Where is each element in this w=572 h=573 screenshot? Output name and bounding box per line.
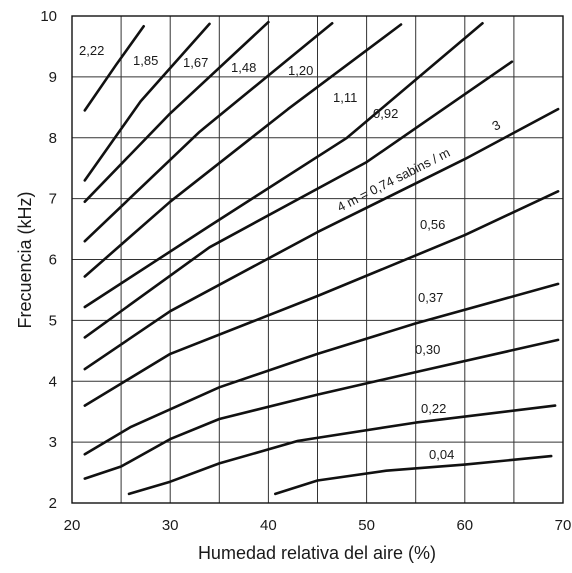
curve-1-20 <box>83 23 403 278</box>
curve-1-11 <box>83 21 484 309</box>
y-axis-label: Frecuencia (kHz) <box>15 191 35 328</box>
y-tick-label: 6 <box>49 252 57 269</box>
curve-0-04 <box>273 454 553 496</box>
curve-label: 1,11 <box>333 90 357 105</box>
curve-label: 2,22 <box>79 43 104 58</box>
x-tick-labels: 20 30 40 50 60 70 <box>64 517 572 534</box>
x-tick-label: 50 <box>358 517 375 534</box>
curve-1-85 <box>83 22 211 182</box>
curve-0-56 <box>83 190 560 407</box>
curve-label: 1,67 <box>183 55 208 70</box>
curve-0-92 <box>83 60 514 339</box>
curve-1-48 <box>83 21 334 243</box>
curve-label: 0,22 <box>421 401 446 416</box>
grid <box>72 16 563 503</box>
curve-label: 0,92 <box>373 106 398 121</box>
y-tick-label: 5 <box>49 312 57 329</box>
curve-1-67 <box>83 20 270 203</box>
y-tick-label: 3 <box>49 434 57 451</box>
curve-2-22 <box>83 24 145 112</box>
x-axis-label: Humedad relativa del aire (%) <box>198 543 436 563</box>
curve-label: 1,20 <box>288 63 313 78</box>
x-tick-label: 20 <box>64 517 81 534</box>
curve-0-74 <box>83 107 560 371</box>
y-tick-label: 4 <box>49 373 57 390</box>
curve-label-annotation: 4 m = 0,74 sabins / m <box>335 145 453 215</box>
curve-0-22 <box>127 404 557 496</box>
curve-label: 1,48 <box>231 60 256 75</box>
curve-label: 1,85 <box>133 53 158 68</box>
x-tick-label: 30 <box>162 517 179 534</box>
curves <box>83 20 560 496</box>
y-tick-label: 9 <box>49 69 57 86</box>
curve-label: 0,30 <box>415 342 440 357</box>
y-tick-label: 8 <box>49 130 57 147</box>
annotation-superscript: 3 <box>490 117 503 134</box>
y-tick-label: 2 <box>49 495 57 512</box>
x-tick-label: 70 <box>555 517 572 534</box>
curve-label: 0,56 <box>420 217 445 232</box>
x-tick-label: 40 <box>260 517 277 534</box>
y-tick-label: 10 <box>40 8 57 25</box>
y-tick-labels: 2 3 4 5 6 7 8 9 10 <box>40 8 57 512</box>
curve-label: 0,37 <box>418 290 443 305</box>
y-tick-label: 7 <box>49 191 57 208</box>
curve-0-37 <box>83 282 560 456</box>
curve-0-30 <box>83 338 560 480</box>
x-tick-label: 60 <box>456 517 473 534</box>
curve-label: 0,04 <box>429 447 454 462</box>
plot-frame <box>71 15 564 504</box>
